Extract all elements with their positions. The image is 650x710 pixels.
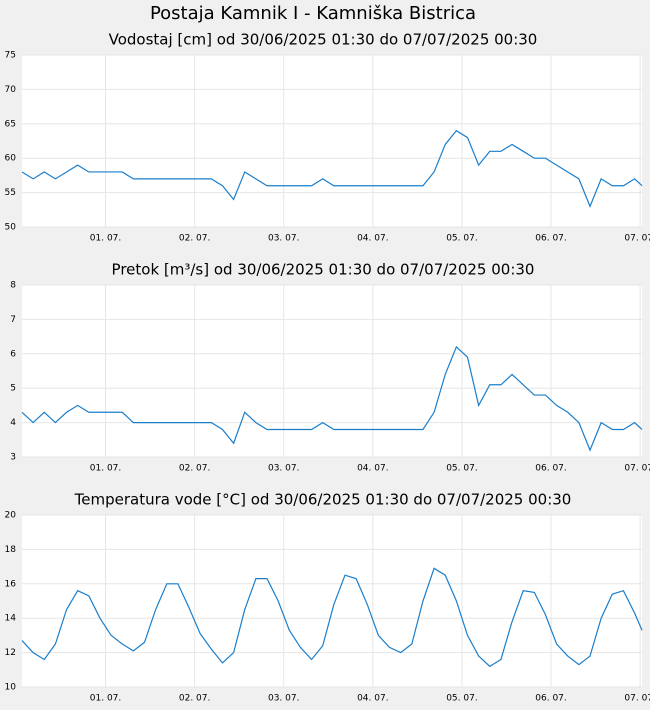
page-title: Postaja Kamnik I - Kamniška Bistrica [150,3,476,24]
y-tick-label: 5 [10,384,16,394]
x-tick-label: 02. 07. [179,464,211,474]
x-tick-label: 05. 07. [446,234,478,244]
x-tick-label: 05. 07. [446,464,478,474]
chart-title: Vodostaj [cm] od 30/06/2025 01:30 do 07/… [109,31,538,49]
y-tick-label: 18 [5,545,17,555]
data-line [21,129,643,208]
y-tick-label: 75 [5,51,16,61]
y-tick-label: 55 [5,188,16,198]
x-tick-label: 06. 07. [535,234,567,244]
x-tick-label: 07. 07. [624,234,650,244]
chart-title: Pretok [m³/s] od 30/06/2025 01:30 do 07/… [112,261,535,279]
x-tick-label: 02. 07. [179,694,211,704]
y-tick-label: 14 [5,614,17,624]
x-tick-label: 03. 07. [268,234,300,244]
y-tick-label: 3 [10,453,16,463]
plot-area [22,55,642,227]
x-tick-label: 02. 07. [179,234,211,244]
x-tick-label: 01. 07. [90,234,122,244]
y-tick-label: 65 [5,119,16,129]
y-tick-label: 10 [5,683,17,693]
x-tick-label: 03. 07. [268,694,300,704]
y-tick-label: 70 [5,85,17,95]
plot-area [22,285,642,457]
y-tick-label: 4 [10,418,16,428]
x-tick-label: 04. 07. [357,464,389,474]
x-tick-label: 04. 07. [357,694,389,704]
y-tick-label: 12 [5,648,16,658]
y-tick-label: 60 [5,154,17,164]
x-tick-label: 01. 07. [90,694,122,704]
x-tick-label: 07. 07. [624,464,650,474]
data-line [21,567,643,668]
x-tick-label: 05. 07. [446,694,478,704]
x-tick-label: 06. 07. [535,464,567,474]
plot-area [22,515,642,687]
x-tick-label: 06. 07. [535,694,567,704]
x-tick-label: 04. 07. [357,234,389,244]
data-line [21,345,643,452]
y-tick-label: 50 [5,223,17,233]
y-tick-label: 6 [10,349,16,359]
x-tick-label: 07. 07. [624,694,650,704]
y-tick-label: 7 [10,315,16,325]
x-tick-label: 01. 07. [90,464,122,474]
chart-title: Temperatura vode [°C] od 30/06/2025 01:3… [74,491,572,509]
y-tick-label: 20 [5,511,17,521]
x-tick-label: 03. 07. [268,464,300,474]
y-tick-label: 16 [5,579,17,589]
y-tick-label: 8 [10,281,16,291]
